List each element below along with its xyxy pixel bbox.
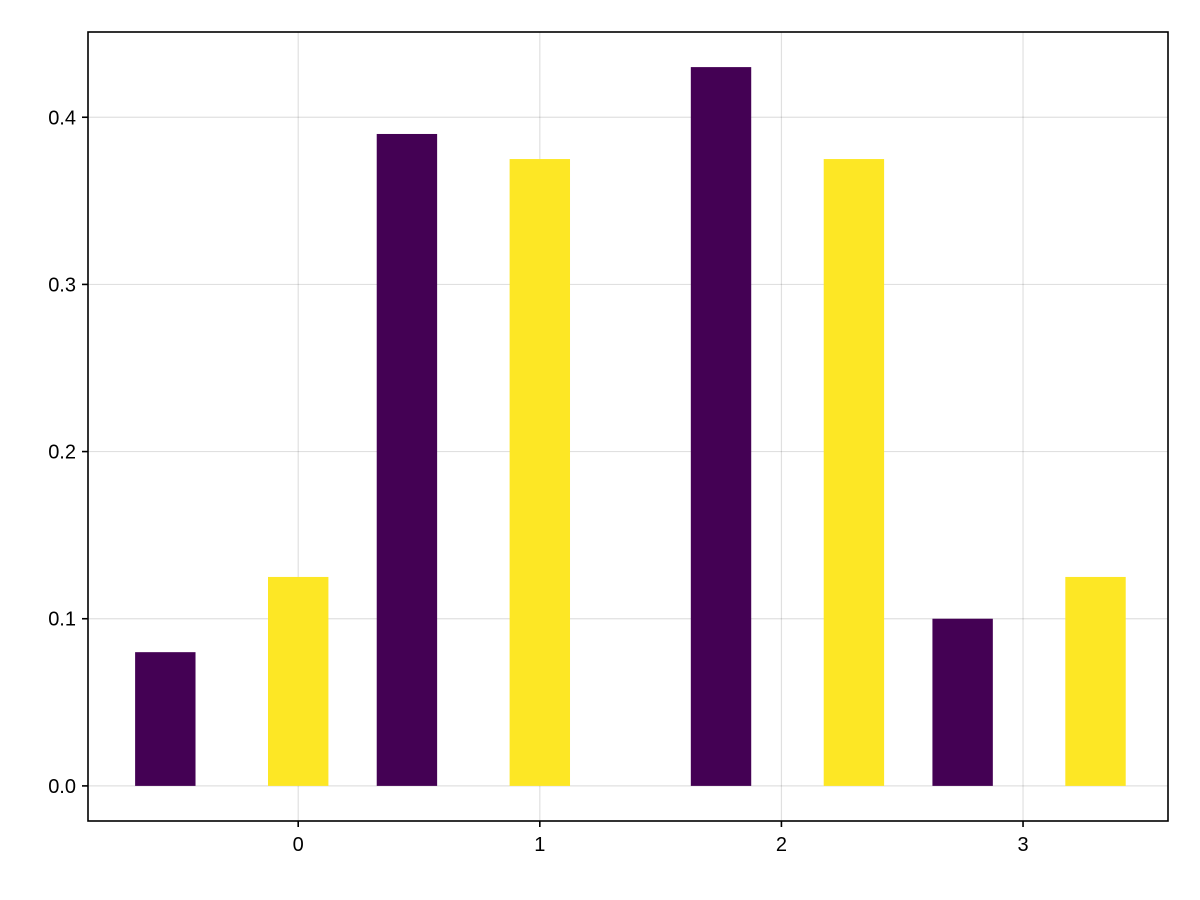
bar-series-0-2 (690, 67, 752, 786)
bar-series-0-0 (135, 652, 196, 786)
y-tick-label-4: 0.4 (48, 107, 76, 129)
bars-layer (135, 67, 1126, 786)
y-tick-label-1: 0.1 (48, 609, 76, 631)
ticks-layer: 0 1 2 3 0.0 0.1 0.2 0.3 0.4 (48, 107, 1028, 856)
plot-frame (87, 31, 1169, 822)
bar-series-1-2 (823, 159, 885, 786)
x-tick-label-1: 1 (534, 834, 545, 856)
bar-series-1-0 (268, 576, 329, 786)
y-tick-label-2: 0.2 (48, 442, 76, 464)
grid-layer (88, 32, 1168, 821)
bar-series-1-3 (1065, 576, 1126, 786)
y-tick-label-3: 0.3 (48, 274, 76, 296)
x-tick-label-2: 2 (776, 834, 787, 856)
y-tick-label-0: 0.0 (48, 776, 76, 798)
x-tick-label-0: 0 (293, 834, 304, 856)
bar-series-0-3 (932, 618, 993, 786)
bar-series-1-1 (509, 159, 571, 786)
bar-series-0-1 (376, 133, 438, 786)
x-tick-label-3: 3 (1017, 834, 1028, 856)
